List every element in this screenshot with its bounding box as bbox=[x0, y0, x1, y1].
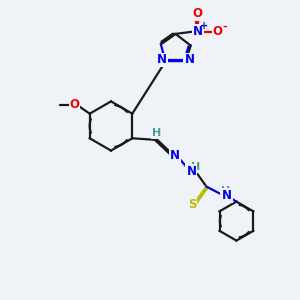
Text: N: N bbox=[184, 53, 194, 67]
Text: O: O bbox=[70, 98, 80, 111]
Text: N: N bbox=[157, 53, 166, 67]
Text: N: N bbox=[193, 25, 203, 38]
Text: O: O bbox=[213, 25, 223, 38]
Text: N: N bbox=[170, 149, 180, 163]
Text: H: H bbox=[221, 186, 230, 196]
Text: N: N bbox=[222, 189, 232, 202]
Text: S: S bbox=[188, 198, 196, 211]
Text: O: O bbox=[193, 7, 203, 20]
Text: H: H bbox=[152, 128, 161, 138]
Text: N: N bbox=[186, 165, 197, 178]
Text: +: + bbox=[200, 21, 208, 31]
Text: H: H bbox=[191, 162, 200, 172]
Text: -: - bbox=[222, 22, 227, 32]
